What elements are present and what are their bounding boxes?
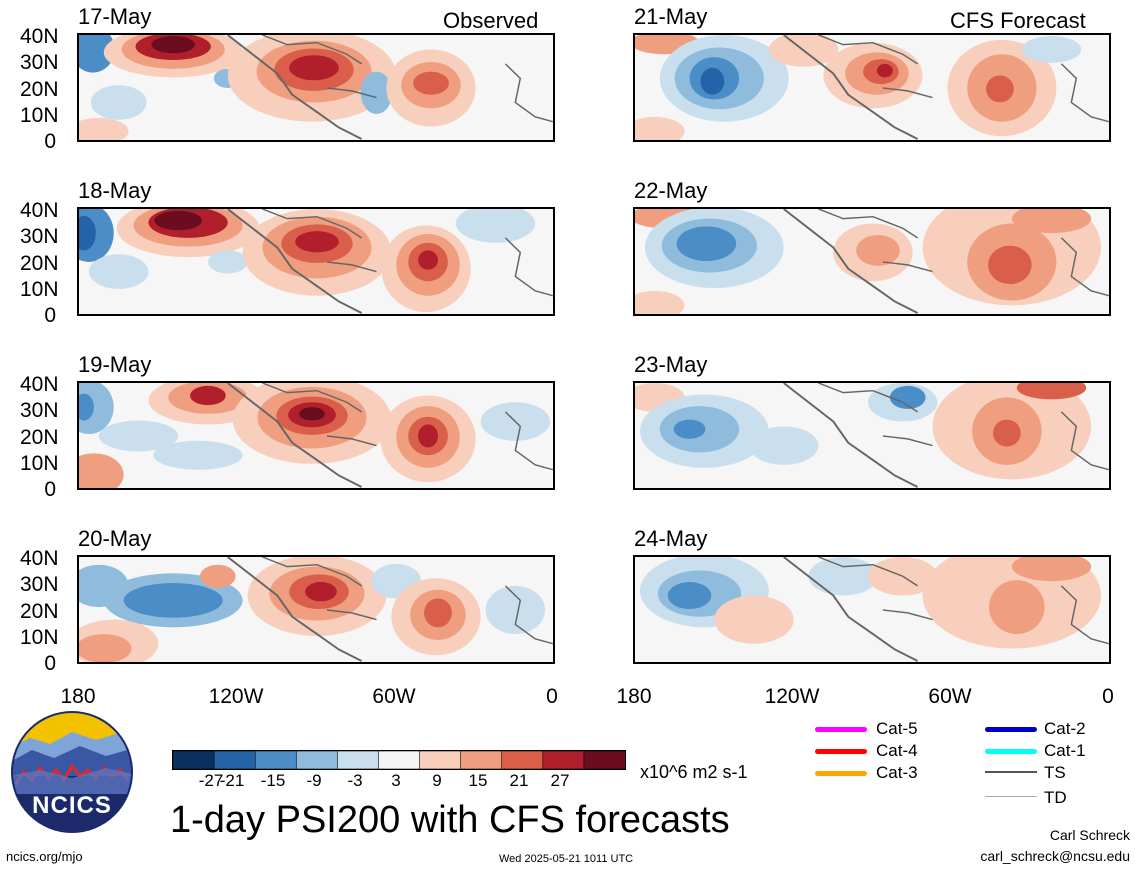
legend-line-cat1 [985,749,1037,754]
panel-date: 23-May [634,352,708,377]
panel-tag-observed: Observed [443,8,539,33]
map-panel-23-may [633,381,1111,490]
lat-label: 40N [20,547,59,570]
lat-label: 10N [20,104,59,127]
colorbar-tick: 15 [468,771,488,790]
colorbar-tick: -21 [219,771,245,790]
legend-label: TS [1044,763,1066,782]
lat-label: 10N [20,626,59,649]
colorbar-swatch [254,750,298,770]
colorbar-swatches [172,750,626,770]
colorbar-swatch [172,750,215,770]
footer-email[interactable]: carl_schreck@ncsu.edu [980,848,1130,864]
footer-author: Carl Schreck [1049,827,1130,843]
lon-label: 180 [60,685,96,708]
logo-text: NCICS [32,792,112,819]
map-panel-24-may [633,555,1111,664]
colorbar-swatch [295,750,339,770]
lat-label: 20N [20,600,59,623]
panel-date: 22-May [634,178,708,203]
lon-label: 180 [616,685,652,708]
map-panel-17-may [77,33,555,142]
lat-label: 20N [20,78,59,101]
lat-label: 40N [20,199,59,222]
legend-label: Cat-5 [876,719,918,738]
colorbar-swatch [501,750,544,770]
colorbar-swatch [337,750,380,770]
lat-label: 30N [20,51,59,74]
panel-date: 19-May [78,352,152,377]
legend-label: Cat-1 [1044,741,1086,760]
legend-line-cat5 [815,727,867,732]
colorbar-tick: 9 [432,771,442,790]
panel-date: 17-May [78,4,152,29]
colorbar-swatch [542,750,585,770]
colorbar-swatch [378,750,421,770]
colorbar-tick: 21 [509,771,529,790]
map-panel-22-may [633,207,1111,316]
lat-label: 0 [44,652,56,675]
colorbar-units: x10^6 m2 s-1 [640,762,748,782]
colorbar-tick: -15 [260,771,286,790]
lon-label: 120W [764,685,820,708]
lat-label: 0 [44,304,56,327]
footer-site-link[interactable]: ncics.org/mjo [6,849,83,864]
colorbar-tick: -27 [198,771,224,790]
lon-label: 60W [928,685,972,708]
lat-label: 40N [20,373,59,396]
map-panel-18-may [77,207,555,316]
panel-date: 21-May [634,4,708,29]
colorbar-swatch [583,750,626,770]
colorbar-tick: 3 [391,771,401,790]
legend-label: Cat-4 [876,741,918,760]
map-panel-21-may [633,33,1111,142]
lat-label: 20N [20,426,59,449]
lat-label: 20N [20,252,59,275]
legend-label: Cat-2 [1044,719,1086,738]
legend-line-ts [985,771,1037,773]
panel-date: 18-May [78,178,152,203]
map-panel-20-may [77,555,555,664]
lon-label: 60W [372,685,416,708]
lat-label: 0 [44,130,56,153]
legend-label: TD [1044,788,1067,807]
lon-label: 0 [1102,685,1114,708]
lat-label: 10N [20,278,59,301]
lon-label: 0 [546,685,558,708]
colorbar [172,750,626,770]
lat-label: 30N [20,573,59,596]
panel-date: 20-May [78,526,152,551]
colorbar-swatch [419,750,462,770]
colorbar-tick: 27 [550,771,570,790]
legend-line-cat4 [815,749,867,754]
storm-legend: Cat-5 Cat-4 Cat-3 Cat-2 Cat-1 TS TD [815,720,1125,816]
legend-line-cat2 [985,727,1037,732]
lat-label: 40N [20,25,59,48]
lat-label: 30N [20,225,59,248]
lat-label: 0 [44,478,56,501]
ncics-logo: NCICS [10,710,134,834]
map-panel-19-may [77,381,555,490]
panel-tag-cfs-forecast: CFS Forecast [950,8,1086,33]
colorbar-swatch [460,750,503,770]
legend-line-cat3 [815,771,867,776]
lat-label: 10N [20,452,59,475]
colorbar-tick: -3 [347,771,363,790]
page-title: 1-day PSI200 with CFS forecasts [170,799,730,841]
lon-label: 120W [208,685,264,708]
colorbar-swatch [213,750,256,770]
legend-line-td [985,796,1037,797]
lat-label: 30N [20,399,59,422]
footer-timestamp: Wed 2025-05-21 1011 UTC [499,853,634,865]
colorbar-tick: -9 [306,771,322,790]
legend-label: Cat-3 [876,763,918,782]
panel-date: 24-May [634,526,708,551]
